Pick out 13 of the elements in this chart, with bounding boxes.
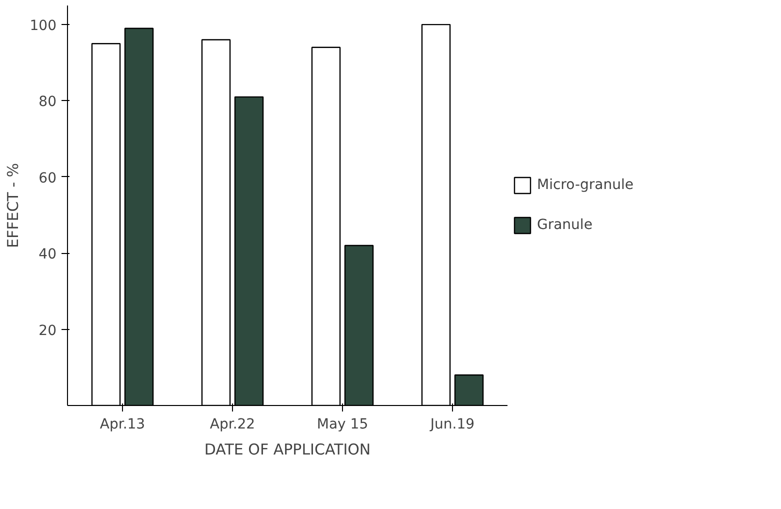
x-tick-label: Apr.22	[210, 416, 256, 432]
y-tick-label: 20	[38, 322, 57, 339]
legend-label: Micro-granule	[537, 177, 634, 193]
y-tick-label: 100	[30, 18, 57, 34]
x-tick-label: May 15	[316, 416, 368, 432]
x-tick-label: Apr.13	[100, 416, 146, 432]
y-tick-label: 80	[38, 94, 57, 110]
y-tick-label: 60	[38, 170, 57, 186]
y-tick-label: 40	[38, 246, 57, 263]
x-axis-title: DATE OF APPLICATION	[204, 440, 371, 458]
x-tick-label: Jun.19	[429, 416, 475, 432]
y-axis-title: EFFECT - %	[4, 162, 22, 248]
legend-label: Granule	[537, 217, 592, 233]
